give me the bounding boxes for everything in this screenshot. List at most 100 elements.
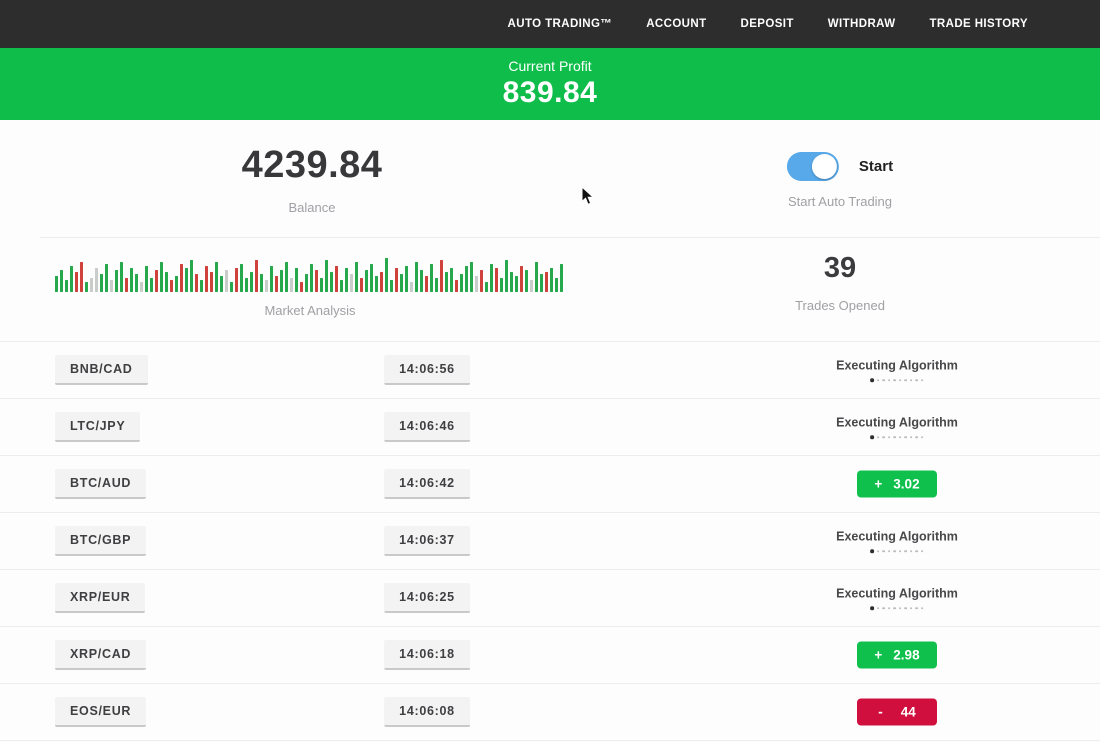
trade-row: BTC/GBP 14:06:37 Executing Algorithm xyxy=(0,513,1100,570)
current-profit-label: Current Profit xyxy=(508,58,592,74)
market-bar xyxy=(110,280,113,292)
trade-row: LTC/JPY 14:06:46 Executing Algorithm xyxy=(0,399,1100,456)
market-bar xyxy=(150,278,153,292)
trade-time: 14:06:37 xyxy=(384,526,470,556)
market-bar xyxy=(555,278,558,292)
market-bar xyxy=(355,262,358,292)
market-bar xyxy=(345,268,348,292)
pair-badge: XRP/EUR xyxy=(55,583,146,613)
market-bar xyxy=(335,266,338,292)
market-bar xyxy=(225,270,228,292)
market-bar xyxy=(495,268,498,292)
nav-deposit[interactable]: DEPOSIT xyxy=(740,18,794,30)
market-bar xyxy=(310,264,313,292)
market-bar xyxy=(195,274,198,292)
market-bar xyxy=(95,268,98,292)
trade-row: XRP/EUR 14:06:25 Executing Algorithm xyxy=(0,570,1100,627)
market-bar xyxy=(430,264,433,292)
profit-badge: +3.02 xyxy=(857,470,937,498)
progress-dots xyxy=(836,549,958,553)
market-bar xyxy=(475,276,478,292)
market-bar xyxy=(340,280,343,292)
market-bar xyxy=(105,264,108,292)
market-bar xyxy=(560,264,563,292)
market-bar xyxy=(480,270,483,292)
trade-row: BNB/CAD 14:06:56 Executing Algorithm xyxy=(0,342,1100,399)
market-bar xyxy=(135,274,138,292)
progress-dots xyxy=(836,606,958,610)
pair-badge: LTC/JPY xyxy=(55,412,141,442)
loss-badge: - 44 xyxy=(857,698,937,726)
trades-opened-label: Trades Opened xyxy=(795,298,885,313)
market-bar xyxy=(380,272,383,292)
result-value: 44 xyxy=(900,704,916,720)
market-bar xyxy=(210,272,213,292)
market-bar xyxy=(200,280,203,292)
market-bar xyxy=(300,282,303,292)
market-bar xyxy=(115,270,118,292)
market-bar xyxy=(175,276,178,292)
market-bar xyxy=(120,262,123,292)
divider xyxy=(40,237,1100,238)
market-bar xyxy=(500,278,503,292)
market-bar xyxy=(190,260,193,292)
market-bar xyxy=(320,278,323,292)
nav-withdraw[interactable]: WITHDRAW xyxy=(827,18,896,30)
market-bar xyxy=(505,260,508,292)
nav-trade-history[interactable]: TRADE HISTORY xyxy=(929,18,1028,30)
market-bar xyxy=(140,282,143,292)
market-bar xyxy=(405,266,408,292)
market-bar xyxy=(205,266,208,292)
market-bar xyxy=(395,268,398,292)
top-nav: AUTO TRADING™ ACCOUNT DEPOSIT WITHDRAW T… xyxy=(0,0,1100,48)
market-bar xyxy=(315,270,318,292)
pair-badge: BTC/AUD xyxy=(55,469,147,499)
market-bar xyxy=(485,282,488,292)
trades-opened-block: 39 Trades Opened xyxy=(795,252,885,313)
trade-status: Executing Algorithm xyxy=(836,586,958,610)
current-profit-value: 839.84 xyxy=(502,76,598,109)
balance-section: 4239.84 Balance Start Start Auto Trading xyxy=(0,120,1100,237)
market-bar xyxy=(245,278,248,292)
market-bar xyxy=(160,262,163,292)
market-bar xyxy=(260,274,263,292)
market-bar xyxy=(90,278,93,292)
market-bar xyxy=(85,282,88,292)
market-bar xyxy=(330,272,333,292)
market-bar xyxy=(215,262,218,292)
start-auto-trading-label: Start Auto Trading xyxy=(787,194,893,209)
market-bar xyxy=(370,264,373,292)
toggle-start-label: Start xyxy=(858,158,894,175)
market-bar xyxy=(230,282,233,292)
market-bar xyxy=(70,266,73,292)
market-section: Market Analysis 39 Trades Opened xyxy=(0,238,1100,341)
trade-row: BTC/AUD 14:06:42 +3.02 xyxy=(0,456,1100,513)
result-sign: + xyxy=(874,647,883,663)
market-bar xyxy=(365,270,368,292)
market-bar xyxy=(240,264,243,292)
market-bar xyxy=(250,272,253,292)
market-bar xyxy=(130,268,133,292)
market-bar xyxy=(280,270,283,292)
market-bar xyxy=(490,264,493,292)
trade-status: Executing Algorithm xyxy=(836,415,958,439)
result-sign: - xyxy=(878,704,883,720)
market-bar xyxy=(540,274,543,292)
progress-dots xyxy=(836,435,958,439)
market-bar xyxy=(525,270,528,292)
pair-badge: BTC/GBP xyxy=(55,526,147,556)
trade-row: XRP/CAD 14:06:18 +2.98 xyxy=(0,627,1100,684)
balance-block: 4239.84 Balance xyxy=(242,144,383,215)
nav-auto-trading[interactable]: AUTO TRADING™ xyxy=(507,18,613,30)
market-bar xyxy=(410,282,413,292)
executing-algorithm-label: Executing Algorithm xyxy=(836,358,958,373)
trade-status: - 44 xyxy=(857,698,937,726)
current-profit-banner: Current Profit 839.84 xyxy=(0,48,1100,120)
auto-trading-toggle[interactable] xyxy=(786,152,839,181)
market-bar xyxy=(415,262,418,292)
market-bar xyxy=(145,266,148,292)
trade-time: 14:06:42 xyxy=(384,469,470,499)
trade-time: 14:06:08 xyxy=(384,697,470,727)
trade-time: 14:06:46 xyxy=(384,412,470,442)
nav-account[interactable]: ACCOUNT xyxy=(646,18,707,30)
